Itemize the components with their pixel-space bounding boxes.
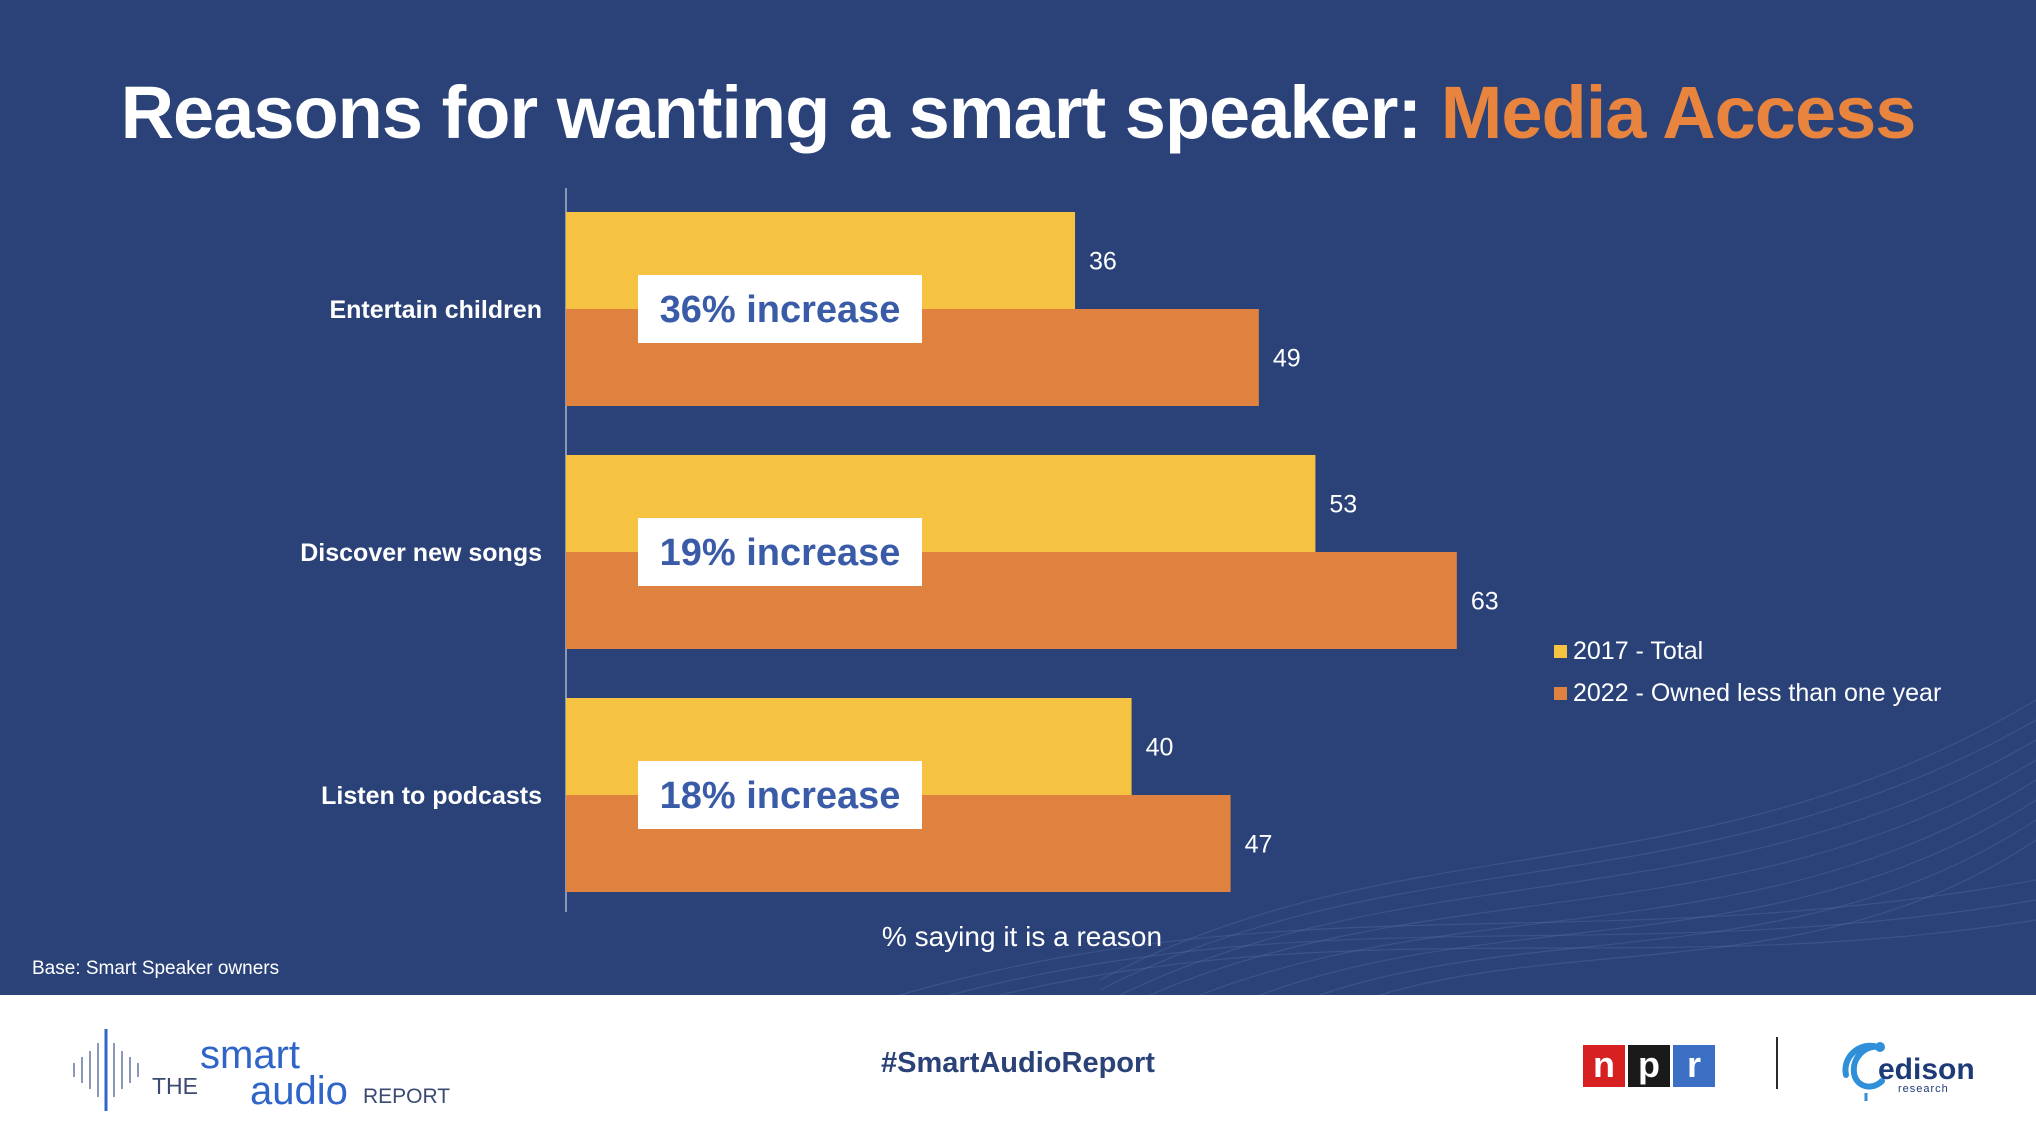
edison-swirl-icon xyxy=(1842,1042,1885,1101)
legend-item-2017: 2017 - Total xyxy=(1554,630,1941,672)
increase-annotation: 19% increase xyxy=(660,532,901,574)
value-label: 63 xyxy=(1471,588,1499,616)
legend-item-2022: 2022 - Owned less than one year xyxy=(1554,672,1941,714)
edison-research-logo: edison research xyxy=(1836,1035,1976,1105)
npr-logo: n p r xyxy=(1583,1045,1718,1087)
title-main: Reasons for wanting a smart speaker: xyxy=(120,71,1423,154)
footer: THE smart audio REPORT #SmartAudioReport… xyxy=(0,995,2036,1132)
chart-legend: 2017 - Total 2022 - Owned less than one … xyxy=(1554,630,1941,714)
npr-letter-p: p xyxy=(1628,1045,1670,1087)
legend-swatch-2017 xyxy=(1554,644,1567,658)
category-label: Entertain children xyxy=(329,296,542,324)
legend-swatch-2022 xyxy=(1554,686,1567,700)
logo-the: THE xyxy=(152,1073,198,1099)
value-label: 47 xyxy=(1245,831,1273,859)
increase-annotation: 36% increase xyxy=(660,289,901,331)
labels-layer: Entertain children 36 49 Discover new songs… xyxy=(300,248,1498,859)
edison-word: edison xyxy=(1878,1053,1975,1086)
annotations-layer: 36% increase 19% increase 18% increase xyxy=(638,275,922,829)
increase-annotation-box xyxy=(638,761,922,829)
base-note: Base: Smart Speaker owners xyxy=(32,958,280,979)
slide-title: Reasons for wanting a smart speaker: Med… xyxy=(0,70,2036,155)
npr-letter-n: n xyxy=(1583,1045,1625,1087)
slide-background: Reasons for wanting a smart speaker: Med… xyxy=(0,0,2036,995)
edison-sub: research xyxy=(1898,1083,1949,1095)
logo-report: REPORT xyxy=(363,1085,451,1108)
title-accent: Media Access xyxy=(1440,71,1917,154)
value-label: 40 xyxy=(1146,734,1174,762)
soundwave-icon xyxy=(73,1029,139,1111)
logo-divider xyxy=(1776,1037,1778,1089)
decorative-waves xyxy=(899,699,2036,995)
legend-label-2017: 2017 - Total xyxy=(1573,636,1704,665)
increase-annotation: 18% increase xyxy=(660,775,901,817)
logo-audio: audio xyxy=(250,1069,348,1113)
x-axis-label: % saying it is a reason xyxy=(882,921,1162,952)
logo-smart: smart xyxy=(200,1033,300,1077)
category-label: Listen to podcasts xyxy=(321,782,542,810)
hashtag: #SmartAudioReport xyxy=(881,1047,1155,1079)
category-label: Discover new songs xyxy=(300,539,542,567)
increase-annotation-box xyxy=(638,518,922,586)
increase-annotation-box xyxy=(638,275,922,343)
legend-label-2022: 2022 - Owned less than one year xyxy=(1573,678,1942,707)
npr-letter-r: r xyxy=(1673,1045,1715,1087)
bars-layer xyxy=(566,212,1457,892)
bar-chart: 36% increase 19% increase 18% increase Ent… xyxy=(300,188,1499,952)
value-label: 53 xyxy=(1329,491,1357,519)
value-label: 49 xyxy=(1273,345,1301,373)
value-label: 36 xyxy=(1089,248,1117,276)
